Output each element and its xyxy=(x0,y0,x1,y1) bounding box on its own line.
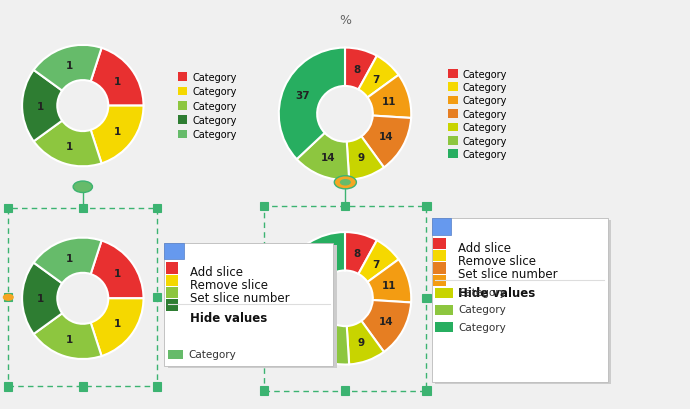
Text: 7: 7 xyxy=(372,75,380,85)
Wedge shape xyxy=(345,232,377,274)
Text: Category: Category xyxy=(458,322,506,332)
Wedge shape xyxy=(90,49,144,106)
Wedge shape xyxy=(368,76,411,119)
Wedge shape xyxy=(90,299,144,356)
Text: 1: 1 xyxy=(66,334,73,344)
Text: 1: 1 xyxy=(114,319,121,328)
Text: Set slice number: Set slice number xyxy=(458,267,558,280)
Text: 1: 1 xyxy=(66,253,73,263)
Wedge shape xyxy=(90,106,144,164)
Text: 1: 1 xyxy=(114,269,121,279)
Wedge shape xyxy=(34,314,101,359)
Text: 9: 9 xyxy=(357,153,364,163)
Text: 14: 14 xyxy=(378,316,393,326)
Text: Hide values: Hide values xyxy=(458,287,535,300)
Text: Add slice: Add slice xyxy=(458,241,511,254)
Text: 8: 8 xyxy=(353,249,360,259)
Polygon shape xyxy=(169,248,179,255)
Wedge shape xyxy=(34,121,101,167)
Text: 11: 11 xyxy=(382,281,397,291)
Text: 1: 1 xyxy=(66,142,73,152)
Text: 7: 7 xyxy=(372,259,380,269)
Wedge shape xyxy=(362,116,411,168)
Wedge shape xyxy=(279,232,345,344)
Text: Hide values: Hide values xyxy=(190,311,268,324)
Wedge shape xyxy=(279,48,345,160)
Wedge shape xyxy=(358,56,399,98)
Text: 14: 14 xyxy=(378,132,393,142)
Text: 9: 9 xyxy=(357,337,364,347)
Legend: Category, Category, Category, Category, Category: Category, Category, Category, Category, … xyxy=(176,71,239,142)
Text: Category: Category xyxy=(188,349,236,359)
Text: Category: Category xyxy=(458,305,506,315)
Wedge shape xyxy=(362,300,411,352)
Polygon shape xyxy=(437,224,446,230)
Wedge shape xyxy=(347,137,384,180)
Text: 1: 1 xyxy=(37,101,44,111)
Text: 1: 1 xyxy=(37,294,44,303)
Wedge shape xyxy=(34,46,101,91)
Wedge shape xyxy=(368,260,411,303)
Text: 8: 8 xyxy=(353,65,360,75)
Wedge shape xyxy=(358,240,399,282)
Text: Set slice number: Set slice number xyxy=(190,292,290,305)
Text: 1: 1 xyxy=(66,61,73,71)
Text: 1: 1 xyxy=(114,76,121,86)
Wedge shape xyxy=(22,71,62,142)
Text: Add slice: Add slice xyxy=(190,265,244,279)
Text: 37: 37 xyxy=(295,275,310,285)
Text: 37: 37 xyxy=(295,91,310,101)
Text: 11: 11 xyxy=(382,97,397,107)
Title: %: % xyxy=(339,14,351,27)
Wedge shape xyxy=(297,317,349,365)
Text: Remove slice: Remove slice xyxy=(190,279,268,292)
Text: 14: 14 xyxy=(321,153,335,162)
Text: 14: 14 xyxy=(321,337,335,346)
Wedge shape xyxy=(34,238,101,283)
Wedge shape xyxy=(345,48,377,90)
Text: Remove slice: Remove slice xyxy=(458,254,536,267)
Wedge shape xyxy=(347,321,384,364)
Wedge shape xyxy=(297,133,349,181)
Text: 1: 1 xyxy=(114,126,121,136)
Text: Category: Category xyxy=(458,288,506,297)
Wedge shape xyxy=(22,263,62,334)
Wedge shape xyxy=(90,241,144,299)
Legend: Category, Category, Category, Category, Category, Category, Category: Category, Category, Category, Category, … xyxy=(446,67,509,162)
